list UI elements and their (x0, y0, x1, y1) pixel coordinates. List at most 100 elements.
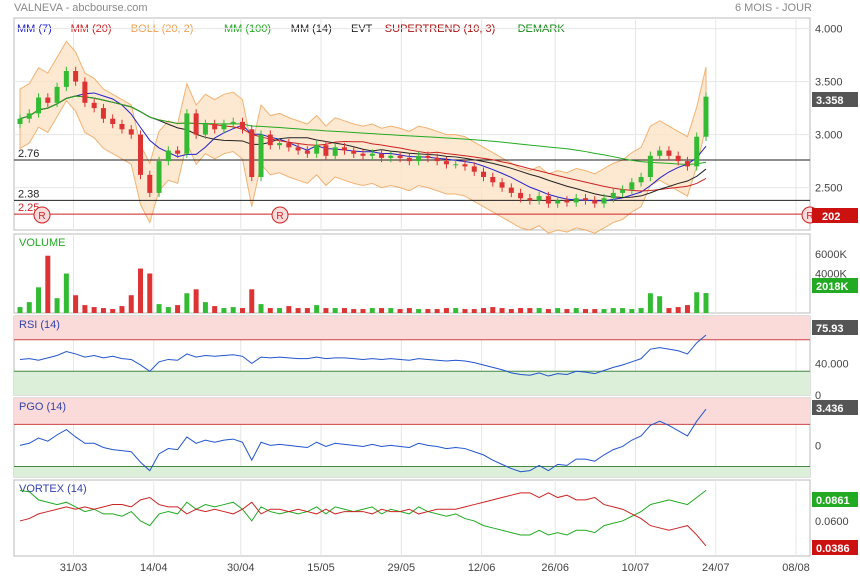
candle-body (425, 155, 431, 158)
last-price-tag (812, 92, 858, 107)
candle-body (314, 145, 320, 154)
volume-title: VOLUME (19, 237, 65, 249)
volume-tag (812, 278, 858, 293)
volume-bar (73, 295, 79, 313)
candle-body (239, 121, 245, 130)
vortex-plus-tag (812, 492, 858, 507)
volume-bar (508, 309, 514, 313)
indicator-tick: 0.0600 (815, 516, 849, 528)
candle-body (564, 200, 570, 203)
volume-bar (258, 304, 264, 313)
candle-body (156, 161, 162, 193)
volume-bar (147, 273, 153, 313)
volume-bar (638, 308, 644, 313)
candle-body (434, 157, 440, 162)
candle-body (518, 192, 524, 199)
volume-bar (684, 305, 690, 313)
volume-bar (425, 309, 431, 313)
volume-bar (388, 308, 394, 313)
volume-bar (45, 255, 51, 313)
volume-bar (314, 305, 320, 313)
candle-body (573, 198, 579, 203)
x-tick-label: 14/04 (140, 562, 168, 574)
candle-body (675, 155, 681, 162)
zone-overbought (14, 316, 810, 340)
volume-bar (351, 309, 357, 313)
candle-body (138, 134, 144, 175)
level-label: 2.25 (18, 202, 39, 214)
zone-oversold (14, 466, 810, 477)
candle-body (165, 150, 171, 162)
candle-body (193, 113, 199, 135)
volume-bar (601, 309, 607, 313)
candle-body (45, 97, 51, 103)
volume-bar (397, 309, 403, 313)
candle-body (360, 153, 366, 156)
volume-bar (620, 308, 626, 313)
volume-bar (434, 309, 440, 313)
volume-bar (26, 302, 32, 313)
candle-body (26, 113, 32, 119)
candle-body (304, 150, 310, 154)
candle-body (202, 124, 208, 135)
candle-body (323, 145, 329, 156)
candle-body (175, 150, 181, 154)
r-marker-label: R (276, 211, 283, 222)
volume-bar (193, 289, 199, 313)
candle-body (277, 143, 283, 146)
volume-bar (138, 268, 144, 313)
candle-body (249, 129, 255, 177)
volume-bar (230, 307, 236, 313)
candle-body (647, 155, 653, 177)
candle-body (100, 108, 106, 119)
volume-bar (82, 305, 88, 313)
volume-bar (666, 308, 672, 313)
candle-body (453, 164, 459, 166)
candle-body (684, 161, 690, 167)
candle-body (397, 155, 403, 158)
r-marker (33, 206, 51, 224)
volume-tick: 4000K (815, 269, 847, 281)
volume-bar (555, 308, 561, 313)
volume-tick: 6000K (815, 249, 847, 261)
volume-bar (545, 309, 551, 313)
pgo-last: 3.436 (816, 403, 844, 415)
volume-bar (443, 308, 449, 313)
volume-bar (499, 308, 505, 313)
candle-body (610, 192, 616, 199)
indicator-title: VORTEX (14) (19, 483, 87, 495)
level-label: 2.76 (18, 148, 39, 160)
volume-bar (212, 306, 218, 313)
volume-bar (369, 308, 375, 313)
candle-body (490, 177, 496, 183)
volume-bar (657, 296, 663, 313)
candle-body (638, 177, 644, 183)
candle-body (471, 166, 477, 172)
volume-bar (582, 309, 588, 313)
candle-body (592, 200, 598, 204)
y-tick-label: 4.000 (815, 24, 843, 36)
candle-body (147, 174, 153, 193)
x-tick-label: 31/03 (60, 562, 88, 574)
candle-body (119, 124, 125, 130)
last-price-value: 3.358 (816, 95, 844, 107)
candle-body (481, 171, 487, 177)
volume-bar (694, 292, 700, 313)
candle-body (54, 86, 60, 103)
y-tick-label: 3.000 (815, 130, 843, 142)
volume-bar (564, 309, 570, 313)
x-tick-label: 24/07 (702, 562, 730, 574)
candle-body (73, 71, 79, 82)
ma-line-60 (19, 95, 707, 165)
candle-body (221, 124, 227, 130)
indicator-line (19, 492, 707, 547)
volume-bar (304, 308, 310, 313)
volume-bar (360, 309, 366, 313)
candle-body (545, 196, 551, 204)
r-marker-label: R (38, 211, 45, 222)
candle-body (258, 134, 264, 177)
volume-bar (165, 307, 171, 313)
panel-frame-4 (13, 479, 811, 557)
vortex-plus-last: 0.0861 (816, 495, 850, 507)
indicator-tick: 40.000 (815, 358, 849, 370)
